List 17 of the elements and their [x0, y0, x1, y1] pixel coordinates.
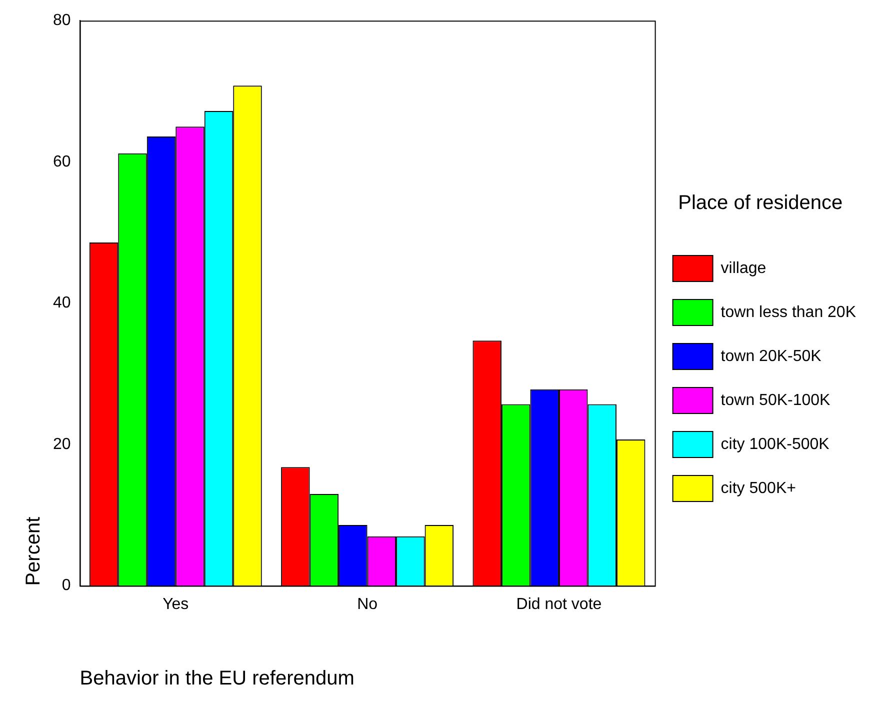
legend-label: city 500K+ [720, 480, 796, 497]
legend-title: Place of residence [678, 192, 843, 214]
y-tick-label: 0 [62, 577, 71, 594]
x-tick-label: No [357, 596, 378, 613]
legend-label: town 20K-50K [720, 348, 822, 365]
y-tick-label: 80 [53, 12, 71, 30]
y-tick-label: 40 [53, 294, 71, 312]
x-tick-label: Did not vote [516, 596, 602, 613]
y-axis-title: Percent [22, 516, 45, 586]
legend-label: city 100K-500K [720, 436, 830, 453]
x-tick-label: Yes [162, 596, 189, 613]
x-axis-title: Behavior in the EU referendum [80, 668, 354, 690]
legend-label: town 50K-100K [720, 392, 831, 409]
y-tick-label: 60 [53, 153, 71, 170]
legend-label: village [720, 260, 766, 277]
y-tick-label: 20 [53, 436, 71, 453]
legend-label: town less than 20K [720, 304, 856, 321]
